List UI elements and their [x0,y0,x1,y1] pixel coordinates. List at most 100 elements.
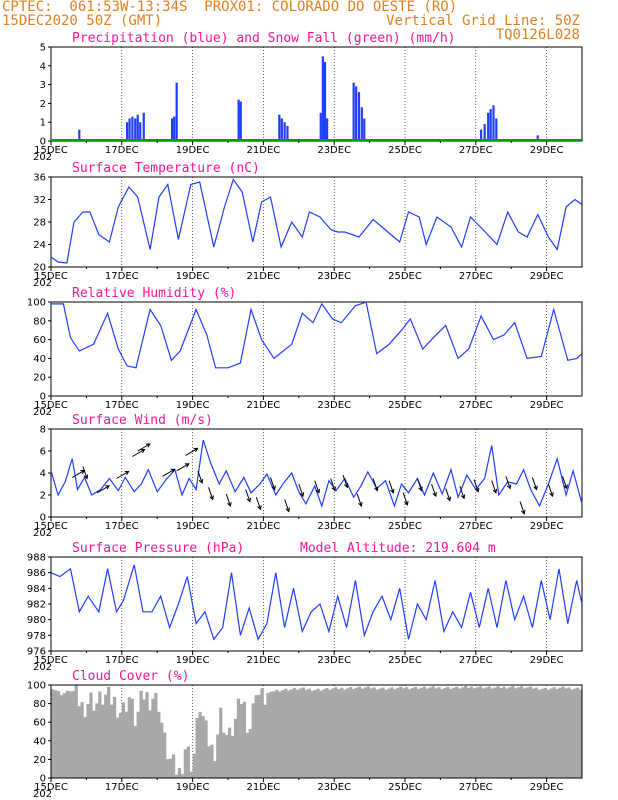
precip-bar [173,116,176,141]
wind-series-line [50,439,583,508]
precip-bar [357,92,361,141]
humidity-ytick-label: 20 [33,373,46,384]
cloud-cover-bar [543,687,547,778]
precip-xtick-label: 27DEC [459,145,493,156]
cloud-cover-bar [65,690,69,778]
precip-bar [283,122,286,141]
cloud-cover-bar [183,749,187,778]
wind-ytick-label: 2 [40,491,46,502]
cloud-cover-bar [325,687,329,778]
wind-arrow-shaft [547,483,554,497]
cloud-cover-bar [216,734,220,778]
cloud-cover-bar [56,691,61,778]
cloud-cover-bar [393,689,397,778]
cloud-cover-bar [148,710,152,778]
wind-arrow-head [331,486,336,492]
cloud-cover-bar [319,690,323,778]
cloud-cover-bar [461,687,465,778]
precip-bar [321,56,324,141]
wind-arrow-head [83,474,89,480]
cloud-cover-bar [157,711,161,778]
model-code: TQ0126L028 [495,27,580,43]
cloud-cover-bar [107,686,111,778]
precip-bar [536,135,539,141]
cloud-cover-bar [59,695,64,778]
cloud-cover-bar [242,701,246,778]
cloud-cover-bar [248,728,252,778]
wind-arrow-head [563,484,568,490]
wind-arrow-shaft [519,501,525,514]
cloud-cover-bar [351,688,356,778]
cloud-cover-bar [431,686,435,778]
temperature-xtick-label: 15DEC [34,271,68,282]
precip-bar [355,86,358,141]
wind-arrow-head [432,492,437,498]
pressure-xtick-label: 19DEC [176,655,210,666]
cloud-cover-bar [281,690,285,778]
wind-arrow-head [145,443,151,448]
cloud-cover-bar [207,746,211,778]
wind-arrow-head [140,448,146,454]
pressure-note: Model Altitude: 219.604 m [300,541,496,556]
cloud-cover-bar [278,691,282,778]
humidity-ytick-label: 0 [40,392,46,403]
cloud-cover-bar [452,687,456,778]
cloud-cover-bar [381,687,385,778]
wind-arrow-shaft [71,469,85,478]
temperature-xtick-label: 23DEC [317,271,351,282]
cloud-xtick-label: 25DEC [388,782,422,793]
cloud-cover-bar [549,688,553,778]
humidity-ytick-label: 100 [27,298,46,309]
precip-ytick-label: 4 [40,61,46,72]
pressure-xtick-label: 17DEC [105,655,139,666]
wind-arrow-head [170,468,176,473]
precip-xtick-label: 21DEC [247,145,281,156]
cloud-cover-bar [112,696,117,778]
cloud-cover-bar [348,687,353,778]
wind-frame [50,428,583,518]
pressure-xtick-label: 21DEC [247,655,281,666]
cloud-cover-bar [83,717,87,778]
wind-arrow-shaft [96,485,110,494]
wind-ytick-label: 6 [40,447,46,458]
precip-bar [352,82,355,141]
precip-bar [487,112,490,141]
wind-arrow-head [271,485,276,491]
cloud-cover-bar [576,687,580,778]
cloud-cover-bar [525,687,530,778]
cloud-cover-bar [189,771,193,778]
wind-arrow-shaft [298,483,304,497]
cloud-cover-bar [160,722,164,778]
cloud-cover-bar [378,688,382,778]
wind-arrow-shaft [416,478,423,491]
cloud-cover-bar [558,687,562,778]
cloud-cover-bar [375,689,379,778]
precip-xtick-label: 23DEC [317,145,351,156]
humidity-ytick-label: 40 [33,354,46,365]
wind-arrow-shaft [330,478,336,491]
wind-arrow-head [358,502,363,507]
wind-arrow-shaft [402,492,408,506]
cloud-cover-bar [387,688,391,778]
wind-arrow-shaft [445,488,451,501]
cloud-cover-bar [62,693,67,778]
cloud-cover-bar [313,689,317,778]
cloud-xtick-label: 27DEC [459,782,493,793]
cloud-cover-bar [86,703,90,778]
cloud-cover-bar [219,707,223,778]
cloud-cover-bar [51,689,55,778]
cloud-cover-bar [177,767,182,778]
wind-ytick-label: 0 [40,513,46,524]
temperature-xtick-label: 27DEC [459,271,493,282]
wind-arrow-head [404,500,409,506]
wind-arrow-shaft [531,477,538,490]
pressure-ytick-label: 986 [27,568,46,579]
wind-arrow-shaft [208,487,214,500]
cloud-xtick-label: 23DEC [317,782,351,793]
pressure-ytick-label: 978 [27,631,46,642]
cloud-cover-bar [180,774,185,778]
cloud-cover-bar [198,711,202,778]
pressure-ytick-label: 976 [27,647,46,658]
cloud-cover-bar [239,704,244,778]
cloud-cover-bar [169,758,173,778]
